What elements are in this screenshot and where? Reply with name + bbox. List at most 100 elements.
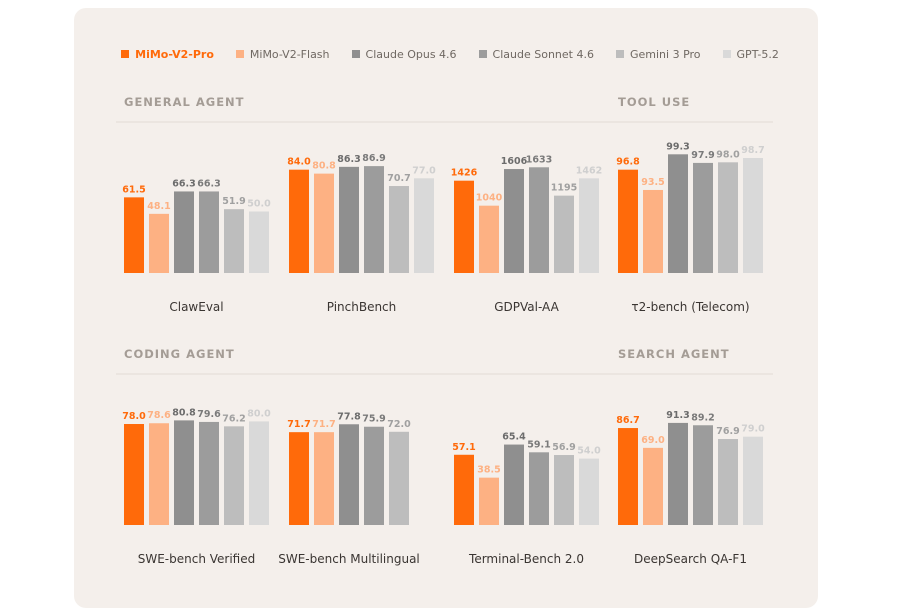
- bar: [618, 169, 638, 273]
- data-label: 61.5: [122, 184, 145, 195]
- bar: [504, 169, 524, 273]
- data-label: 56.9: [552, 442, 575, 453]
- legend: MiMo-V2-Pro MiMo-V2-Flash Claude Opus 4.…: [0, 44, 900, 64]
- bar: [479, 205, 499, 273]
- bar: [743, 436, 763, 525]
- category-label: DeepSearch QA-F1: [634, 552, 747, 566]
- legend-swatch: [351, 50, 360, 58]
- bar: [643, 447, 663, 525]
- bar: [479, 477, 499, 525]
- category-label: Terminal-Bench 2.0: [468, 552, 584, 566]
- bar: [414, 178, 434, 273]
- legend-label: GPT-5.2: [736, 47, 779, 61]
- data-label: 78.0: [122, 411, 146, 422]
- category-label: SWE-bench Verified: [138, 552, 256, 566]
- category-label: GDPVal-AA: [494, 300, 559, 314]
- legend-swatch: [235, 50, 244, 58]
- bar: [554, 195, 574, 273]
- section-title-general-agent: GENERAL AGENT: [124, 95, 245, 109]
- legend-item-claude-opus[interactable]: Claude Opus 4.6: [351, 47, 457, 61]
- bar: [364, 166, 384, 273]
- data-label: 98.7: [741, 145, 764, 156]
- legend-item-claude-sonnet[interactable]: Claude Sonnet 4.6: [478, 48, 594, 61]
- data-label: 1195: [551, 183, 577, 194]
- bar: [249, 421, 269, 525]
- bar: [149, 213, 169, 273]
- bar: [504, 444, 524, 525]
- data-label: 1040: [476, 193, 503, 204]
- data-label: 80.0: [247, 408, 271, 419]
- bar: [643, 189, 663, 273]
- section-title-tool-use: TOOL USE: [618, 95, 691, 109]
- section-title-coding-agent: CODING AGENT: [124, 347, 235, 361]
- legend-swatch: [615, 50, 624, 58]
- data-label: 86.9: [362, 153, 385, 164]
- bar: [454, 180, 474, 273]
- data-label: 71.7: [312, 419, 335, 430]
- data-label: 80.8: [312, 161, 336, 172]
- bar: [199, 421, 219, 525]
- bar: [314, 432, 334, 525]
- category-label: SWE-bench Multilingual: [278, 552, 420, 566]
- bar: [314, 173, 334, 273]
- category-label: ClawEval: [169, 300, 223, 314]
- data-label: 86.7: [616, 415, 639, 426]
- bar: [289, 432, 309, 525]
- legend-item-gpt[interactable]: GPT-5.2: [722, 47, 779, 61]
- data-label: 79.6: [197, 409, 221, 420]
- data-label: 96.8: [616, 157, 640, 168]
- data-label: 98.0: [716, 149, 740, 160]
- bar: [124, 197, 144, 273]
- data-label: 97.9: [691, 150, 714, 161]
- data-label: 66.3: [172, 178, 195, 189]
- bar: [668, 154, 688, 273]
- data-label: 65.4: [502, 432, 526, 443]
- bar: [364, 426, 384, 525]
- bar: [454, 454, 474, 525]
- bar: [224, 209, 244, 273]
- data-label: 99.3: [666, 141, 689, 152]
- data-label: 77.8: [337, 411, 361, 422]
- data-label: 50.0: [247, 199, 271, 210]
- bar: [693, 425, 713, 525]
- data-label: 75.9: [362, 414, 385, 425]
- bar: [718, 439, 738, 525]
- data-label: 1606: [501, 156, 528, 167]
- bar: [668, 422, 688, 525]
- legend-item-gemini[interactable]: Gemini 3 Pro: [615, 47, 701, 61]
- legend-swatch: [121, 50, 130, 58]
- bar: [579, 178, 599, 273]
- legend-item-mimo-v2-pro[interactable]: MiMo-V2-Pro: [121, 48, 214, 61]
- category-label: PinchBench: [327, 300, 397, 314]
- legend-label: Gemini 3 Pro: [629, 47, 701, 61]
- legend-label: Claude Opus 4.6: [365, 47, 457, 61]
- data-label: 1462: [576, 165, 602, 176]
- bar-chart: 96.893.5 99.397.9 98.0 98.7 τ2-bench (Teleco…: [616, 141, 764, 314]
- data-label: 54.0: [577, 446, 601, 457]
- category-label: τ2-bench (Telecom): [631, 300, 749, 314]
- bar-chart: 86.769.0 91.3 89.276.9 79.0 DeepSearch QA-F1: [616, 410, 765, 566]
- bar: [249, 211, 269, 273]
- data-label: 66.3: [197, 178, 220, 189]
- data-label: 72.0: [387, 419, 411, 430]
- data-label: 80.8: [172, 407, 196, 418]
- data-label: 1633: [526, 154, 552, 165]
- bar: [529, 452, 549, 525]
- data-label: 59.1: [527, 439, 550, 450]
- legend-item-mimo-v2-flash[interactable]: MiMo-V2-Flash: [235, 47, 330, 61]
- data-label: 91.3: [666, 410, 689, 421]
- bar: [389, 431, 409, 525]
- bar: [529, 167, 549, 273]
- bar-chart: 57.1 38.5 65.459.1 56.9 54.0 Terminal-Bench 2…: [452, 432, 601, 566]
- bar: [718, 162, 738, 273]
- legend-label: MiMo-V2-Flash: [249, 47, 330, 61]
- bar-chart: 84.0 80.886.3 86.970.777.0 PinchBench: [287, 153, 436, 314]
- data-label: 57.1: [452, 442, 475, 453]
- bar: [618, 428, 638, 525]
- bar: [554, 455, 574, 525]
- data-label: 79.0: [741, 424, 765, 435]
